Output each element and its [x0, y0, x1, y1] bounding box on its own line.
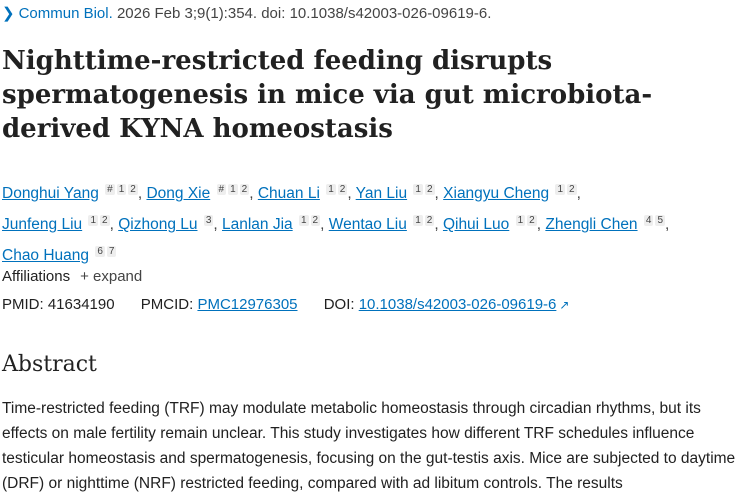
affiliation-ref[interactable]: 1 [228, 184, 238, 195]
affiliation-ref[interactable]: 1 [116, 184, 127, 195]
affiliation-ref[interactable]: 2 [337, 184, 348, 195]
pmid-label: PMID: [2, 296, 44, 313]
external-link-icon: ↗ [559, 298, 570, 312]
identifiers: PMID: 41634190 PMCID: PMC12976305 DOI: 1… [2, 296, 569, 313]
affiliation-ref[interactable]: 2 [567, 184, 577, 195]
affiliation-ref[interactable]: 1 [413, 215, 423, 227]
author-link[interactable]: Wentao Liu [328, 216, 407, 234]
citation: ❯ Commun Biol. 2026 Feb 3;9(1):354. doi: … [2, 4, 491, 22]
affiliation-ref[interactable]: 6 [95, 246, 105, 258]
affiliation-ref[interactable]: 1 [88, 215, 99, 227]
doi-label: DOI: [323, 296, 355, 313]
affiliation-ref[interactable]: 1 [413, 184, 423, 195]
pmid-value: 41634190 [47, 296, 115, 313]
pmcid-label: PMCID: [140, 296, 194, 313]
affiliations-label: Affiliations [2, 268, 71, 285]
affiliation-refs: #1 2 [103, 184, 138, 195]
author-link[interactable]: Zhengli Chen [545, 216, 638, 234]
affiliation-ref[interactable]: 1 [515, 215, 526, 227]
affiliation-ref[interactable]: 5 [655, 215, 665, 227]
affiliation-ref[interactable]: 2 [239, 184, 250, 195]
author-link[interactable]: Dong Xie [146, 185, 211, 203]
journal-link[interactable]: Commun Biol. [18, 5, 113, 22]
doi-link[interactable]: 10.1038/s42003-026-09619-6 [358, 296, 557, 313]
affiliations: Affiliations + expand [2, 268, 142, 285]
affiliation-refs: #1 2 [215, 184, 250, 195]
affiliation-ref[interactable]: 1 [555, 184, 566, 195]
affiliation-ref[interactable]: # [216, 184, 227, 195]
affiliation-ref[interactable]: 2 [128, 184, 138, 195]
expand-affiliations-button[interactable]: + expand [80, 268, 143, 285]
author-link[interactable]: Junfeng Liu [2, 216, 83, 234]
affiliation-ref[interactable]: 1 [298, 215, 309, 227]
author-link[interactable]: Qizhong Lu [118, 216, 198, 234]
author-link[interactable]: Chuan Li [257, 185, 320, 203]
author-link[interactable]: Chao Huang [2, 247, 90, 265]
chevron-right-icon[interactable]: ❯ [2, 5, 15, 22]
affiliation-ref[interactable]: 2 [424, 215, 435, 227]
author-list: Donghui Yang #1 2, Dong Xie #1 2, Chuan Li… [2, 184, 670, 265]
pmcid-link[interactable]: PMC12976305 [197, 296, 298, 313]
abstract-heading: Abstract [2, 352, 97, 377]
author-link[interactable]: Yan Liu [355, 185, 408, 203]
affiliation-ref[interactable]: 7 [106, 246, 117, 258]
author-link[interactable]: Donghui Yang [2, 185, 99, 203]
affiliation-ref[interactable]: 2 [527, 215, 537, 227]
affiliation-ref[interactable]: 2 [310, 215, 321, 227]
citation-details: 2026 Feb 3;9(1):354. doi: 10.1038/s42003… [112, 5, 492, 22]
author-link[interactable]: Qihui Luo [442, 216, 510, 234]
affiliation-ref[interactable]: # [105, 184, 115, 195]
affiliation-ref[interactable]: 3 [203, 215, 214, 227]
article-title: Nighttime-restricted feeding disrupts sp… [2, 46, 653, 144]
affiliation-ref[interactable]: 2 [100, 215, 110, 227]
author-link[interactable]: Xiangyu Cheng [443, 185, 550, 203]
affiliation-ref[interactable]: 2 [424, 184, 435, 195]
author-link[interactable]: Lanlan Jia [222, 216, 293, 234]
affiliation-refs: 3 [202, 215, 214, 227]
affiliation-ref[interactable]: 4 [643, 215, 654, 227]
abstract-text: Time-restricted feeding (TRF) may modula… [2, 400, 736, 492]
affiliation-ref[interactable]: 1 [326, 184, 336, 195]
